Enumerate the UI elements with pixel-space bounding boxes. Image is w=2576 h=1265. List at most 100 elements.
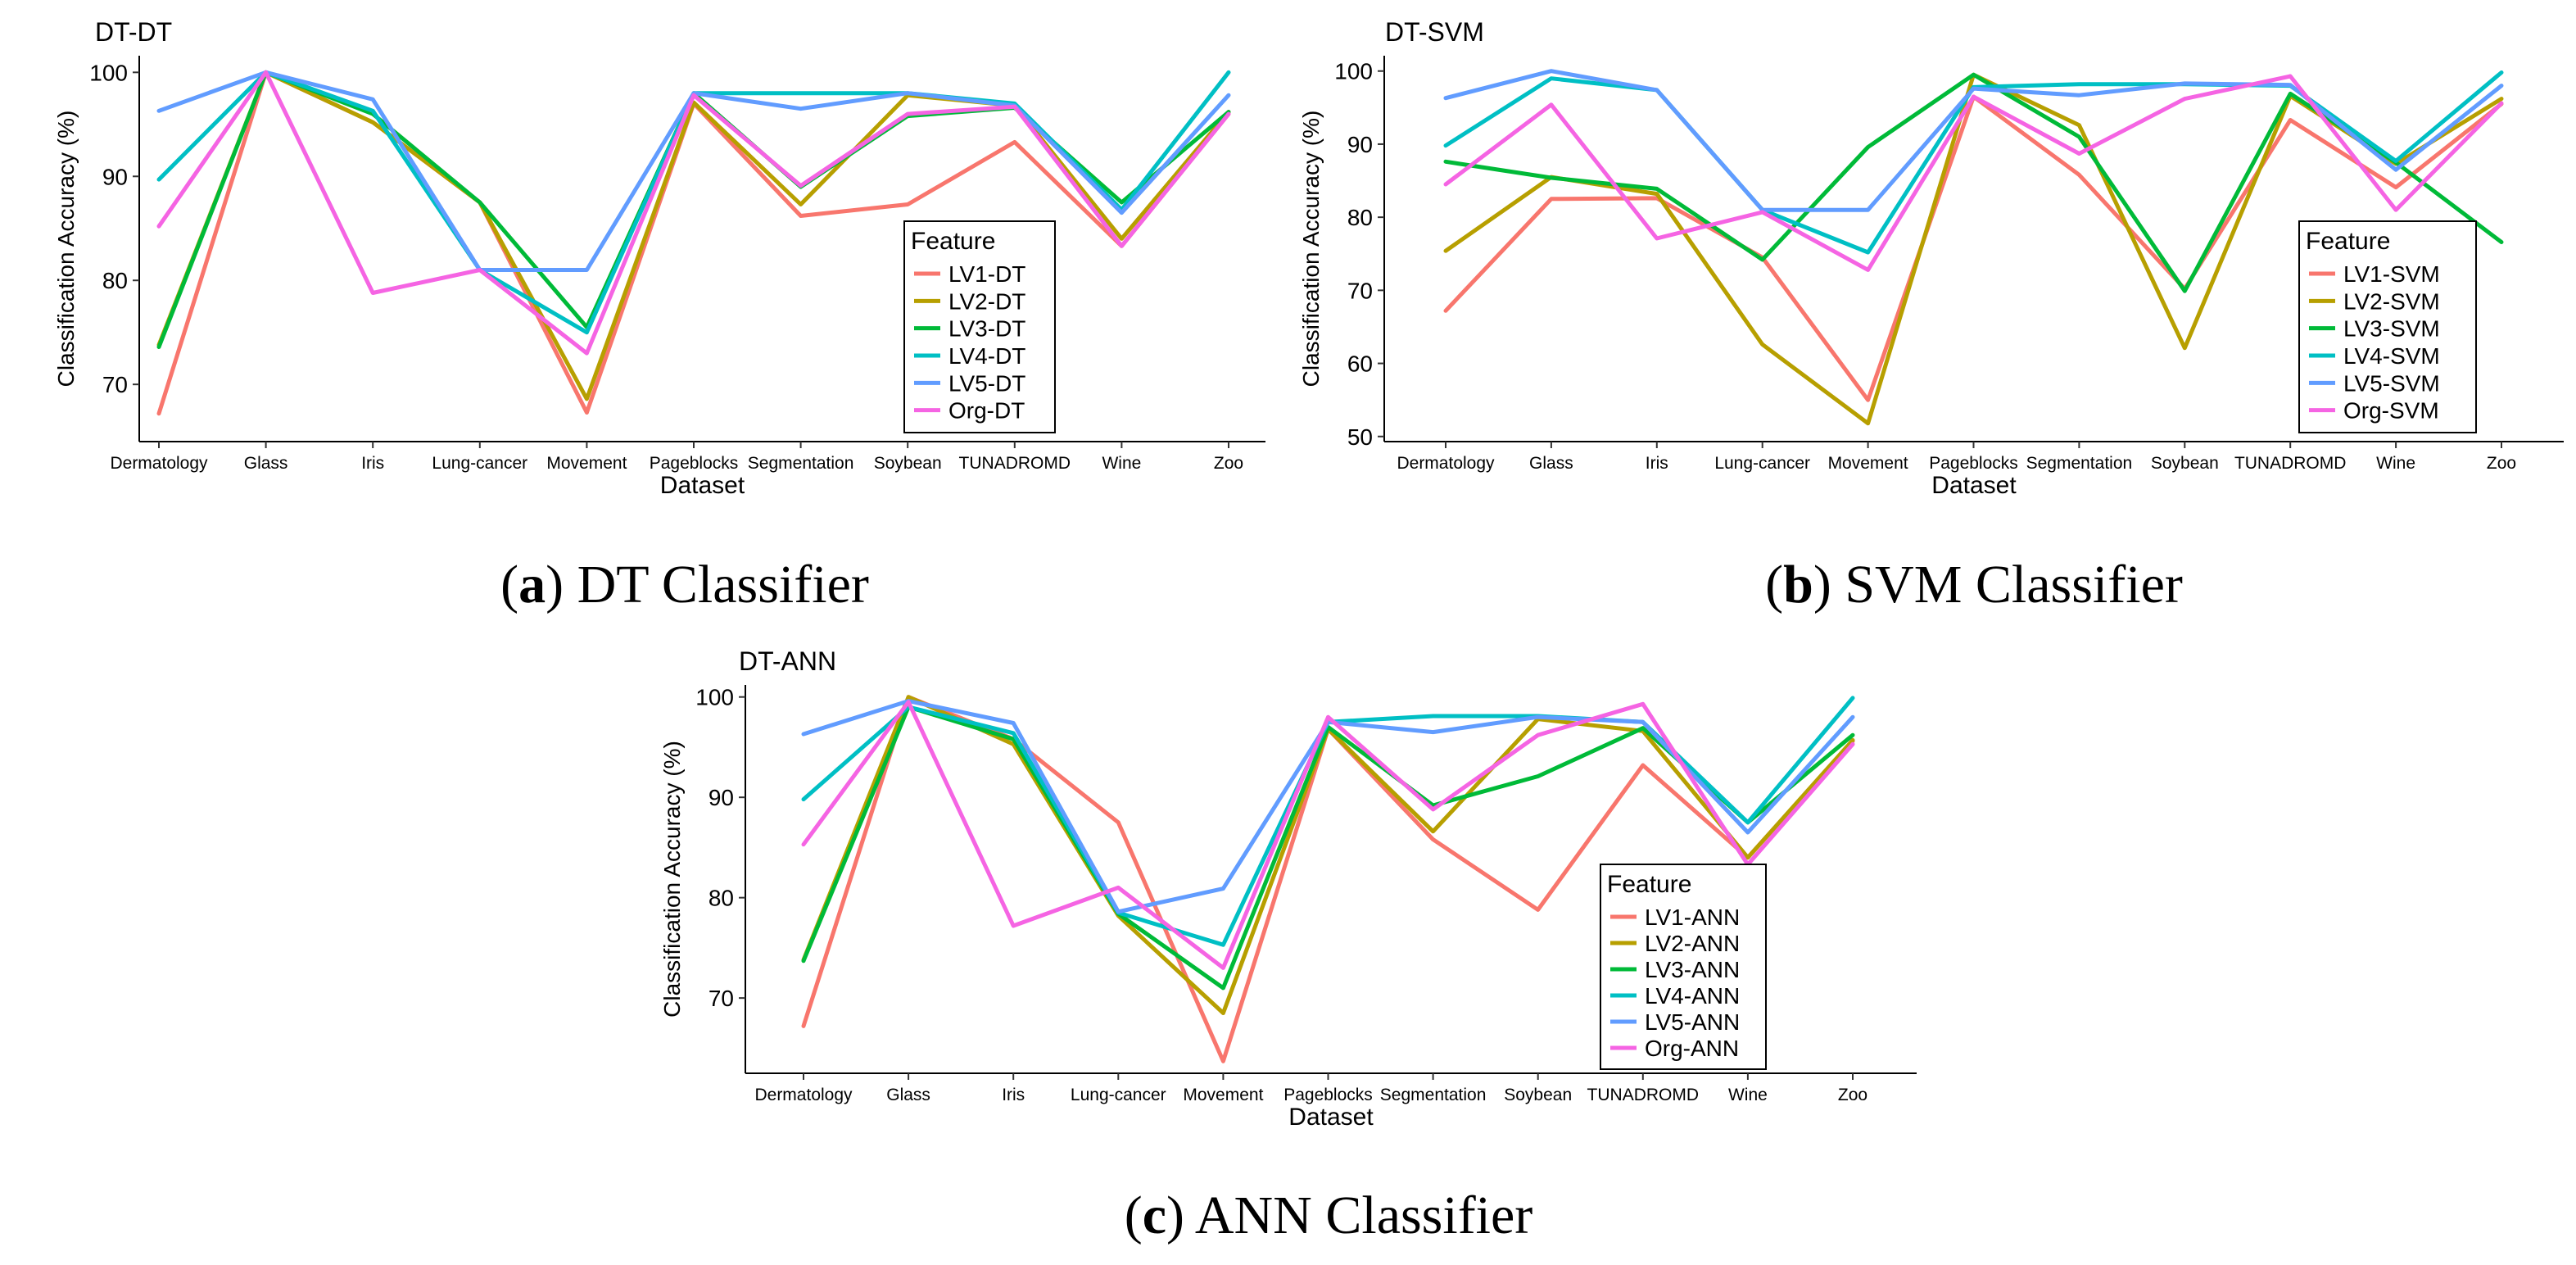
x-tick-label: Glass (886, 1086, 930, 1104)
legend-label: LV5-SVM (2343, 370, 2440, 396)
legend-label: LV2-SVM (2343, 288, 2440, 314)
legend-label: LV2-ANN (1645, 931, 1740, 956)
x-tick-label: Movement (1828, 454, 1908, 473)
x-tick-label: Pageblocks (650, 454, 739, 473)
caption-text: SVM Classifier (1831, 555, 2183, 614)
y-tick-label: 70 (1347, 278, 1373, 303)
legend-label: LV4-SVM (2343, 343, 2440, 369)
y-tick-label: 90 (709, 785, 734, 810)
y-tick-label: 70 (709, 986, 734, 1011)
legend: Feature LV1-DTLV2-DTLV3-DTLV4-DTLV5-DTOrg… (903, 220, 1056, 433)
series-line-lv3-dt (156, 70, 1231, 349)
x-tick-label: Zoo (2487, 454, 2516, 473)
x-tick-label: TUNADROMD (959, 454, 1071, 473)
x-tick-label: Glass (1529, 454, 1573, 473)
y-tick-label: 100 (89, 60, 128, 85)
x-tick-label: Segmentation (2026, 454, 2133, 473)
subfigure-caption: (b) SVM Classifier (1765, 555, 2183, 614)
legend-label: LV3-DT (948, 316, 1025, 342)
chart-ann: DT-ANN 70 80 90 100 Dermatology Glass Iris Lung-… (659, 646, 1917, 1245)
y-tick-label: 100 (695, 685, 734, 710)
x-tick-label: Dermatology (754, 1086, 853, 1104)
y-tick-label: 90 (1347, 132, 1373, 157)
x-axis-title: Dataset (660, 472, 745, 499)
x-axis-title: Dataset (1931, 472, 2017, 499)
y-tick-label: 90 (102, 164, 128, 189)
legend-label: LV2-DT (948, 288, 1025, 314)
y-tick-label: 70 (102, 372, 128, 397)
chart-svm: DT-SVM 50 60 70 80 90 100 Dermatology Glass Iris L… (1298, 17, 2564, 614)
series-line-lv5-dt (156, 70, 1231, 272)
caption-open-paren: ( (1125, 1186, 1143, 1245)
x-tick-label: Movement (546, 454, 627, 473)
caption-close-paren: ) (1813, 555, 1831, 614)
x-tick-label: Dermatology (110, 454, 208, 473)
legend-label: LV4-DT (948, 343, 1025, 369)
legend-box (1600, 864, 1767, 1070)
legend-box (903, 220, 1056, 433)
x-tick-label: Lung-cancer (1714, 454, 1810, 473)
x-tick-label: Segmentation (748, 454, 854, 473)
legend-label: Org-DT (948, 398, 1025, 424)
legend-label: LV3-SVM (2343, 316, 2440, 342)
legend-title: Feature (911, 228, 995, 255)
series-line-lv3-svm (1443, 72, 2504, 293)
x-tick-label: Soybean (1504, 1086, 1572, 1104)
x-tick-label: Soybean (874, 454, 942, 473)
x-tick-label: Iris (361, 454, 384, 473)
x-tick-label: Wine (1102, 454, 1141, 473)
caption-close-paren: ) (1166, 1186, 1184, 1245)
caption-letter: c (1143, 1186, 1166, 1245)
y-axis-title: Classification Accuracy (%) (659, 741, 685, 1018)
caption-letter: a (518, 555, 546, 614)
x-tick-label: Lung-cancer (432, 454, 527, 473)
legend: Feature LV1-ANNLV2-ANNLV3-ANNLV4-ANNLV5-A… (1600, 864, 1767, 1070)
series-line-org-dt (156, 70, 1231, 356)
x-tick-label: Zoo (1838, 1086, 1867, 1104)
chart-title: DT-DT (95, 17, 172, 47)
legend-label: LV5-ANN (1645, 1009, 1740, 1035)
caption-text: ANN Classifier (1184, 1186, 1532, 1245)
series-line-lv2-dt (156, 70, 1231, 401)
y-tick-label: 50 (1347, 424, 1373, 450)
x-tick-label: Soybean (2151, 454, 2219, 473)
x-tick-label: Movement (1183, 1086, 1263, 1104)
y-axis-title: Classification Accuracy (%) (1298, 111, 1324, 388)
x-tick-label: Glass (244, 454, 288, 473)
y-tick-label: 80 (102, 268, 128, 293)
y-tick-label: 80 (709, 886, 734, 911)
y-axis-title: Classification Accuracy (%) (53, 111, 79, 388)
caption-close-paren: ) (546, 555, 564, 614)
legend-label: LV1-DT (948, 261, 1025, 287)
caption-text: DT Classifier (564, 555, 869, 614)
caption-open-paren: ( (1765, 555, 1783, 614)
x-tick-label: Pageblocks (1929, 454, 2018, 473)
caption-letter: b (1783, 555, 1813, 614)
x-tick-label: Zoo (1214, 454, 1243, 473)
x-tick-label: Pageblocks (1283, 1086, 1373, 1104)
legend-label: LV4-ANN (1645, 983, 1740, 1009)
x-tick-label: TUNADROMD (2234, 454, 2347, 473)
chart-title: DT-SVM (1385, 17, 1484, 47)
legend-label: Org-SVM (2343, 398, 2439, 424)
y-tick-label: 60 (1347, 351, 1373, 377)
legend: Feature LV1-SVMLV2-SVMLV3-SVMLV4-SVMLV5-S… (2298, 220, 2477, 433)
chart-dt: DT-DT 70 80 90 100 Dermatology Glass Iris Lung-c… (53, 17, 1265, 614)
series-line-lv5-svm (1443, 69, 2504, 212)
legend-title: Feature (1607, 871, 1691, 898)
legend-title: Feature (2306, 228, 2390, 255)
chart-title: DT-ANN (739, 646, 836, 676)
series-line-lv4-dt (156, 70, 1231, 335)
x-axis-title: Dataset (1288, 1104, 1374, 1131)
x-tick-label: Iris (1002, 1086, 1025, 1104)
subfigure-caption: (a) DT Classifier (500, 555, 869, 614)
series-line-org-ann (801, 700, 1855, 970)
legend-label: LV3-ANN (1645, 957, 1740, 982)
caption-open-paren: ( (500, 555, 518, 614)
y-tick-label: 80 (1347, 205, 1373, 230)
legend-label: LV1-ANN (1645, 905, 1740, 930)
x-tick-label: Dermatology (1397, 454, 1495, 473)
x-tick-label: Lung-cancer (1071, 1086, 1166, 1104)
x-tick-label: Iris (1646, 454, 1668, 473)
